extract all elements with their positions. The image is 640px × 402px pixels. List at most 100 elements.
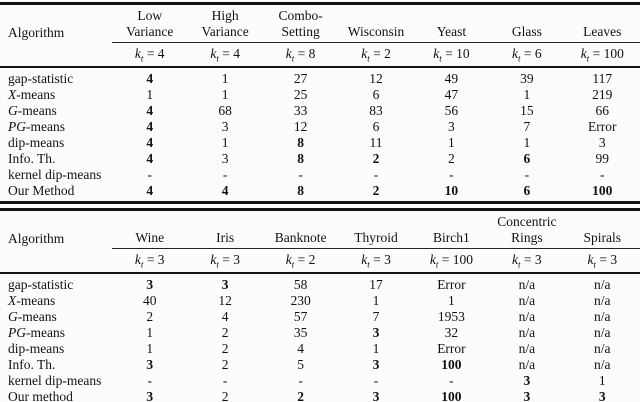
algorithm-column-header: Algorithm <box>8 24 65 40</box>
result-cell: 4 <box>221 183 229 198</box>
result-cell: 17 <box>369 277 383 292</box>
k-target-header: kt = 3 <box>489 248 565 274</box>
result-cell: - <box>222 167 228 182</box>
result-cell: 4 <box>146 103 154 118</box>
result-cell: 8 <box>297 183 304 198</box>
dataset-column-header: Low Variance <box>112 3 188 43</box>
result-cell: 66 <box>595 103 610 118</box>
k-target-header: kt = 100 <box>413 248 490 274</box>
result-cell: 100 <box>441 357 462 372</box>
header-row-k-targets: kt = 4 kt = 4 kt = 8 kt = 2 kt = 10 kt = 6 kt … <box>0 42 640 68</box>
result-cell: 230 <box>290 293 311 308</box>
result-cell: - <box>600 167 605 182</box>
result-cell: 2 <box>297 389 304 402</box>
result-cell: n/a <box>594 325 611 340</box>
result-cell: Error <box>437 277 466 292</box>
result-cell: 3 <box>372 357 380 372</box>
result-cell: n/a <box>594 277 611 292</box>
result-cell: 4 <box>146 135 154 150</box>
result-cell: 1 <box>372 293 380 308</box>
dataset-column-header: Birch1 <box>413 209 490 249</box>
result-cell: 8 <box>297 151 304 166</box>
result-cell: 1 <box>448 135 455 150</box>
table-row: PG-means 1 2 35 3 32 n/a n/a <box>0 325 640 341</box>
algorithm-name: dip-means <box>8 135 65 150</box>
result-cell: 27 <box>293 71 308 86</box>
result-cell: 68 <box>218 103 232 118</box>
header-row-dataset-names: Algorithm Wine Iris Banknote Thyroid Birch1 C… <box>0 209 640 249</box>
result-cell: - <box>524 167 530 182</box>
result-cell: 7 <box>372 309 380 324</box>
result-cell: 25 <box>293 87 308 102</box>
result-cell: 47 <box>444 87 459 102</box>
dataset-column-header: Banknote <box>262 209 339 249</box>
table-row: gap-statistic 4 1 27 12 49 39 117 <box>0 67 640 87</box>
result-cell: 2 <box>146 309 154 324</box>
k-target-header: kt = 3 <box>112 248 188 274</box>
result-cell: n/a <box>518 309 536 324</box>
k-target-header: kt = 2 <box>338 42 414 68</box>
results-body-2: gap-statistic 3 3 58 17 Error n/a n/a X-means 40 1… <box>0 273 640 402</box>
k-target-header: kt = 100 <box>564 42 640 68</box>
result-cell: 1 <box>598 373 606 388</box>
table-row: PG-means 4 3 12 6 3 7 Error <box>0 119 640 135</box>
result-cell: 6 <box>372 119 380 134</box>
result-cell: 1 <box>221 87 229 102</box>
result-cell: 39 <box>520 71 534 86</box>
result-cell: 4 <box>146 119 154 134</box>
result-cell: 1 <box>448 293 455 308</box>
result-cell: 1 <box>221 135 229 150</box>
result-cell: 6 <box>523 183 531 198</box>
algorithm-name: G-means <box>8 309 57 324</box>
algorithm-column-header: Algorithm <box>8 230 65 246</box>
table-row: X-means 1 1 25 6 47 1 219 <box>0 87 640 103</box>
result-cell: 3 <box>372 389 380 402</box>
header-row-k-targets: kt = 3 kt = 3 kt = 2 kt = 3 kt = 100 kt = 3 kt… <box>0 248 640 274</box>
results-body-1: gap-statistic 4 1 27 12 49 39 117 X-means 1 1 25 6 47… <box>0 67 640 203</box>
result-cell: 83 <box>369 103 383 118</box>
algorithm-name: kernel dip-means <box>8 167 102 182</box>
result-cell: 49 <box>444 71 459 86</box>
result-cell: n/a <box>518 293 536 308</box>
result-cell: 11 <box>369 135 383 150</box>
k-target-header: kt = 2 <box>262 248 339 274</box>
algorithm-column-header-spacer <box>0 42 113 68</box>
result-cell: 4 <box>146 183 154 198</box>
algorithm-name: Our method <box>8 389 73 402</box>
result-cell: 100 <box>592 183 613 198</box>
results-table-1: Algorithm Low Variance High Variance Combo- S… <box>0 2 640 204</box>
result-cell: 1 <box>146 325 154 340</box>
table-row: Info. Th. 4 3 8 2 2 6 99 <box>0 151 640 167</box>
result-cell: 3 <box>146 389 154 402</box>
result-cell: 2 <box>221 325 229 340</box>
table-row: X-means 40 12 230 1 1 n/a n/a <box>0 293 640 309</box>
result-cell: 12 <box>369 71 383 86</box>
result-cell: 2 <box>448 151 455 166</box>
result-cell: 12 <box>293 119 308 134</box>
result-cell: 40 <box>142 293 157 308</box>
algorithm-name: Info. Th. <box>8 357 56 372</box>
result-cell: 6 <box>372 87 380 102</box>
result-cell: 2 <box>221 341 229 356</box>
k-target-header: kt = 3 <box>187 248 263 274</box>
dataset-column-header: Thyroid <box>338 209 414 249</box>
table-row: kernel dip-means - - - - - 3 1 <box>0 373 640 389</box>
result-cell: 12 <box>218 293 232 308</box>
result-cell: 1 <box>146 341 154 356</box>
result-cell: 3 <box>372 325 380 340</box>
algorithm-name: X-means <box>8 87 56 102</box>
header-row-dataset-names: Algorithm Low Variance High Variance Combo- S… <box>0 3 640 43</box>
k-target-header: kt = 4 <box>112 42 188 68</box>
table-row: dip-means 4 1 8 11 1 1 3 <box>0 135 640 151</box>
result-cell: 1 <box>221 71 229 86</box>
result-cell: 4 <box>146 71 154 86</box>
result-cell: 2 <box>372 183 380 198</box>
result-cell: 3 <box>221 151 229 166</box>
result-cell: 5 <box>297 357 304 372</box>
result-cell: 15 <box>520 103 534 118</box>
result-cell: 4 <box>221 309 229 324</box>
dataset-column-header: Glass <box>489 3 565 43</box>
result-cell: 7 <box>523 119 531 134</box>
k-target-header: kt = 10 <box>413 42 490 68</box>
